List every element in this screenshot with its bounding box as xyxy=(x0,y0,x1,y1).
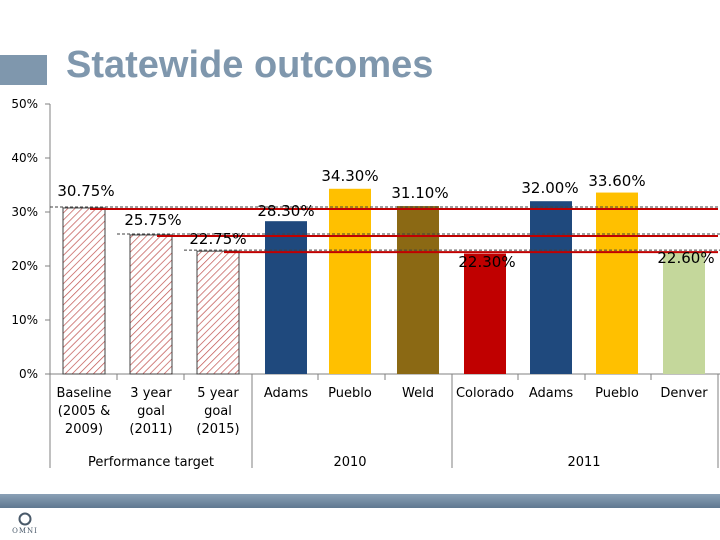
y-tick-label: 20% xyxy=(11,259,38,273)
value-label-2: 22.75% xyxy=(189,230,246,248)
category-label: Baseline xyxy=(56,386,111,401)
category-label: (2015) xyxy=(196,422,239,437)
bar-5 xyxy=(397,206,439,374)
bar-8 xyxy=(596,192,638,374)
category-label: goal xyxy=(204,404,232,419)
category-label: Adams xyxy=(529,386,574,401)
y-tick-label: 30% xyxy=(11,205,38,219)
value-label-8: 33.60% xyxy=(588,172,645,190)
category-label: Pueblo xyxy=(328,386,372,401)
bar-9 xyxy=(663,251,705,374)
category-label: Adams xyxy=(264,386,309,401)
bar-4 xyxy=(329,188,371,374)
y-tick-label: 40% xyxy=(11,151,38,165)
omni-logo-icon xyxy=(18,512,32,526)
category-label: Weld xyxy=(402,386,434,401)
bar-1 xyxy=(129,234,173,375)
category-label: 5 year xyxy=(197,386,239,401)
footer-bar xyxy=(0,494,720,508)
category-label: (2005 & xyxy=(58,404,110,419)
y-tick-label: 50% xyxy=(11,97,38,111)
value-label-3: 28.30% xyxy=(257,202,314,220)
category-label: 2009) xyxy=(65,422,103,437)
value-label-6: 22.30% xyxy=(458,253,515,271)
bar-0 xyxy=(62,207,106,375)
value-label-7: 32.00% xyxy=(521,179,578,197)
category-label: Denver xyxy=(660,386,708,401)
category-label: goal xyxy=(137,404,165,419)
logo-text: OMNI xyxy=(12,527,38,535)
value-label-1: 25.75% xyxy=(124,211,181,229)
bar-6 xyxy=(464,253,506,374)
bar-3 xyxy=(265,221,307,374)
y-tick-label: 10% xyxy=(11,313,38,327)
value-label-4: 34.30% xyxy=(321,167,378,185)
category-label: Pueblo xyxy=(595,386,639,401)
category-label: 3 year xyxy=(130,386,172,401)
value-label-5: 31.10% xyxy=(391,184,448,202)
bar-7 xyxy=(530,201,572,374)
value-label-9: 22.60% xyxy=(657,249,714,267)
category-label: (2011) xyxy=(129,422,172,437)
bar-2 xyxy=(196,250,240,375)
title-accent-tab xyxy=(0,55,47,85)
page-title: Statewide outcomes xyxy=(66,44,434,86)
group-label: 2011 xyxy=(567,455,600,470)
category-label: Colorado xyxy=(456,386,514,401)
value-label-0: 30.75% xyxy=(57,182,114,200)
y-tick-label: 0% xyxy=(19,367,38,381)
group-label: Performance target xyxy=(88,455,214,470)
group-label: 2010 xyxy=(333,455,366,470)
bar-chart: 0% 10% 20% 30% 40% 50% Baseline (2005 & 2009) 3 … xyxy=(11,97,720,470)
